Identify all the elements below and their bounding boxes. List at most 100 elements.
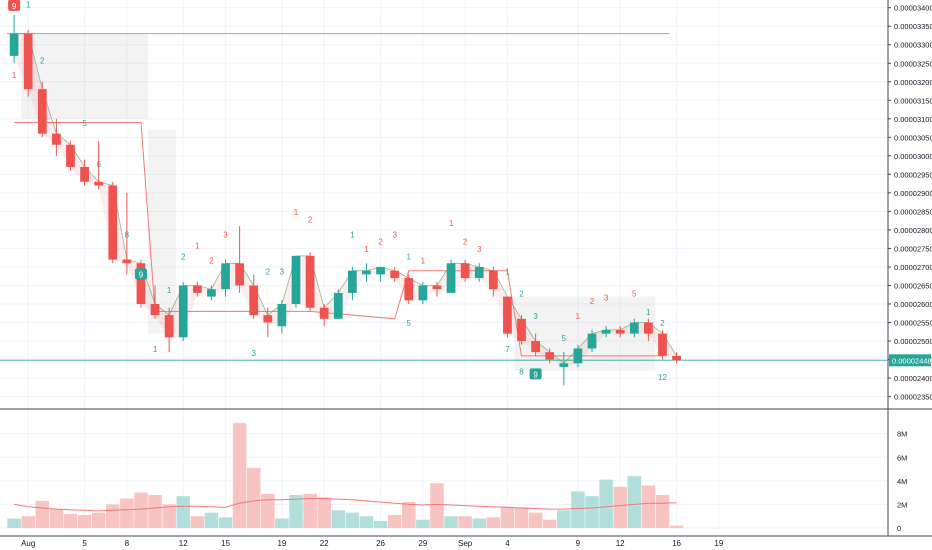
candle-body[interactable]	[503, 296, 512, 334]
candle[interactable]	[615, 326, 625, 338]
candle[interactable]	[601, 326, 611, 338]
volume-bar[interactable]	[345, 512, 360, 528]
volume-bar[interactable]	[303, 493, 317, 528]
candle-body[interactable]	[348, 270, 357, 293]
candle[interactable]	[333, 289, 343, 319]
candle[interactable]	[291, 255, 301, 308]
candle-body[interactable]	[249, 285, 259, 316]
candle-body[interactable]	[390, 270, 400, 279]
candle-body[interactable]	[460, 263, 470, 279]
volume-bar[interactable]	[246, 467, 261, 528]
candle-body[interactable]	[66, 144, 75, 167]
candle-body[interactable]	[192, 285, 202, 293]
candle[interactable]	[150, 285, 160, 319]
candle[interactable]	[474, 263, 484, 282]
volume-bar[interactable]	[627, 476, 642, 528]
candle[interactable]	[52, 118, 61, 156]
volume-bar[interactable]	[373, 520, 388, 528]
candle[interactable]	[37, 81, 47, 138]
candle[interactable]	[644, 318, 653, 342]
candle-body[interactable]	[573, 348, 583, 364]
volume-bar[interactable]	[571, 491, 585, 528]
volume-bar[interactable]	[148, 494, 162, 528]
candle[interactable]	[488, 266, 498, 297]
candle[interactable]	[277, 300, 287, 334]
candle-body[interactable]	[235, 263, 244, 286]
volume-bar[interactable]	[514, 507, 529, 528]
volume-bar[interactable]	[331, 510, 346, 528]
candle-body[interactable]	[277, 304, 287, 327]
candle-body[interactable]	[474, 266, 484, 279]
candle-body[interactable]	[9, 33, 19, 56]
volume-bar[interactable]	[35, 500, 50, 528]
candle-body[interactable]	[136, 263, 146, 304]
candle-body[interactable]	[333, 292, 343, 319]
volume-bar[interactable]	[289, 494, 303, 528]
volume-bar[interactable]	[500, 506, 515, 528]
volume-bar[interactable]	[176, 496, 191, 528]
volume-bar[interactable]	[613, 486, 627, 528]
candle[interactable]	[122, 192, 132, 275]
candle[interactable]	[376, 266, 385, 282]
candle[interactable]	[545, 348, 555, 364]
volume-bar[interactable]	[134, 492, 148, 528]
volume-bar[interactable]	[641, 485, 656, 528]
candle-body[interactable]	[94, 181, 104, 186]
candle-body[interactable]	[108, 185, 118, 260]
volume-bar[interactable]	[416, 519, 430, 528]
candle[interactable]	[587, 329, 597, 353]
candle[interactable]	[23, 29, 33, 97]
candle[interactable]	[80, 159, 89, 186]
candle-body[interactable]	[672, 355, 681, 361]
candle-body[interactable]	[122, 259, 132, 264]
candle-body[interactable]	[221, 263, 230, 290]
candle-body[interactable]	[319, 307, 329, 319]
volume-bar[interactable]	[162, 504, 176, 528]
candle[interactable]	[658, 329, 667, 360]
candle[interactable]	[164, 307, 174, 353]
candle-body[interactable]	[362, 270, 371, 275]
candle[interactable]	[503, 296, 512, 338]
candle[interactable]	[362, 263, 371, 282]
candle-body[interactable]	[263, 315, 273, 323]
candle[interactable]	[178, 281, 188, 342]
candle-body[interactable]	[446, 263, 456, 293]
volume-bar[interactable]	[669, 525, 684, 528]
candle[interactable]	[559, 352, 569, 386]
candle[interactable]	[235, 226, 244, 293]
candle-body[interactable]	[418, 285, 428, 301]
candle-body[interactable]	[488, 270, 498, 290]
candle[interactable]	[319, 304, 329, 327]
last-price-tag[interactable]	[889, 354, 931, 367]
candle[interactable]	[460, 259, 470, 282]
volume-bar[interactable]	[190, 516, 205, 528]
candle-body[interactable]	[615, 329, 625, 334]
volume-bar[interactable]	[105, 504, 120, 528]
candle-body[interactable]	[178, 285, 188, 338]
candle-body[interactable]	[545, 352, 555, 360]
candle-body[interactable]	[517, 318, 526, 342]
volume-bar[interactable]	[49, 509, 64, 528]
candle-body[interactable]	[23, 33, 33, 90]
candle-body[interactable]	[291, 255, 301, 304]
candle-body[interactable]	[305, 255, 315, 308]
candle[interactable]	[517, 315, 526, 345]
volume-bar[interactable]	[401, 502, 416, 528]
volume-bar[interactable]	[542, 519, 557, 528]
volume-bar[interactable]	[557, 510, 571, 528]
volume-bar[interactable]	[232, 423, 247, 528]
volume-bar[interactable]	[585, 496, 599, 528]
candle[interactable]	[531, 333, 540, 356]
candle-body[interactable]	[207, 289, 216, 297]
volume-bar[interactable]	[317, 497, 331, 528]
volume-layer[interactable]	[7, 423, 684, 528]
candle-body[interactable]	[629, 322, 639, 334]
candle[interactable]	[136, 259, 146, 308]
volume-bar[interactable]	[63, 513, 78, 528]
volume-bar[interactable]	[472, 518, 487, 528]
volume-bar[interactable]	[218, 517, 233, 528]
candle[interactable]	[207, 285, 216, 301]
candle[interactable]	[404, 274, 414, 304]
volume-bar[interactable]	[21, 516, 35, 528]
